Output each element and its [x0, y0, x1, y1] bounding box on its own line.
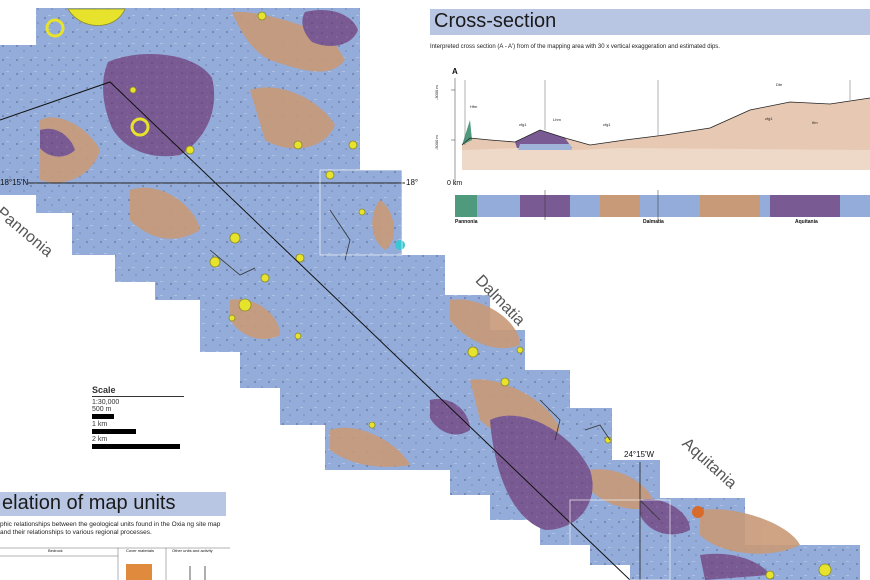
scale-bar-1km — [92, 429, 136, 434]
cross-section-description: Interpreted cross section (A - A') from … — [430, 44, 720, 50]
cross-section-line — [0, 81, 631, 580]
svg-text:Lhm: Lhm — [553, 117, 561, 122]
cross-section-strip — [455, 190, 870, 220]
latitude-label: 18°15'N — [0, 178, 29, 187]
scale-legend: Scale 1:30,000 500 m 1 km 2 km — [92, 385, 184, 451]
longitude-label: 24°15'W — [624, 450, 655, 459]
orange-crater — [692, 506, 704, 518]
elevation-top-label: -3000 m — [434, 85, 439, 100]
crater-markers — [45, 8, 832, 580]
relation-col-cover: Cover materials — [126, 548, 155, 553]
cs-region-pannonia: Pannonia — [455, 219, 478, 225]
tile-borders — [319, 169, 671, 580]
svg-text:Hfm: Hfm — [470, 104, 478, 109]
elevation-bottom-label: -5000 m — [434, 135, 439, 150]
cs-region-aquitania: Aquitania — [795, 219, 818, 225]
fault-lines — [209, 209, 661, 521]
relation-col-other: Other units and activity — [172, 548, 213, 553]
cross-section-title: Cross-section — [430, 9, 870, 35]
svg-text:cfg1: cfg1 — [603, 122, 611, 127]
map-mosaic — [0, 8, 860, 580]
scale-rule — [92, 396, 184, 397]
svg-text:Ifm: Ifm — [812, 120, 818, 125]
relation-title: elation of map units — [0, 492, 226, 516]
relation-description: phic relationships between the geologica… — [0, 521, 221, 536]
svg-text:cfg1: cfg1 — [765, 116, 773, 121]
latitude-label-right: 18° — [406, 178, 419, 187]
cs-region-dalmatia: Dalmatia — [643, 219, 664, 225]
scale-label-500m: 500 m — [92, 406, 112, 413]
relation-table-graphic — [0, 547, 230, 580]
scale-bar-2km — [92, 444, 180, 449]
distance-label: 0 km — [447, 180, 463, 187]
svg-text:cfg1: cfg1 — [519, 122, 527, 127]
purple-units — [40, 10, 770, 580]
svg-text:Dte: Dte — [776, 82, 783, 87]
cross-section-profile: cfg1 Lhm cfg1 Hfm Dte cfg1 Ifm — [451, 78, 870, 185]
scale-label-2km: 2 km — [92, 436, 108, 443]
scale-bar-500m — [92, 414, 114, 419]
cyan-crater — [395, 240, 405, 250]
scale-title: Scale — [92, 385, 116, 395]
scale-ratio: 1:30,000 — [92, 399, 120, 406]
relation-col-bedrock: Bedrock — [48, 548, 63, 553]
scale-label-1km: 1 km — [92, 421, 108, 428]
cross-section-point-label: A — [452, 67, 458, 76]
